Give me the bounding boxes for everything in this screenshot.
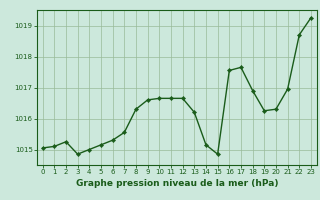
X-axis label: Graphe pression niveau de la mer (hPa): Graphe pression niveau de la mer (hPa) xyxy=(76,179,278,188)
